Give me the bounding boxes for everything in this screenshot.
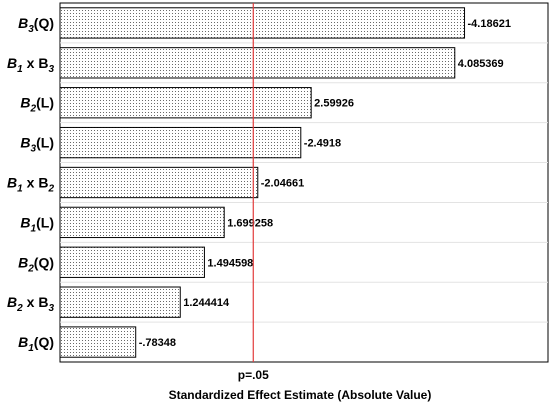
bar-value-label: 1.494598 [207,257,253,269]
bar [59,326,137,358]
bar-value-label: 4.085369 [458,58,504,70]
bar-value-label: -.78348 [139,337,176,349]
category-label: B1 x B3 [7,55,54,75]
bar-value-label: 1.244414 [183,297,230,309]
category-label: B2(Q) [18,254,54,274]
bar [59,87,312,119]
category-label: B2 x B3 [7,294,54,314]
x-axis-label: Standardized Effect Estimate (Absolute V… [169,388,432,402]
bar-value-label: -2.04661 [261,178,304,190]
category-label: B2(L) [20,95,54,115]
bar [59,286,181,318]
category-label: B1 x B2 [7,175,54,195]
bar-value-label: -2.4918 [304,138,341,150]
bar-value-label: 2.59926 [314,98,354,110]
category-label: B3(L) [20,135,54,155]
bar [59,206,225,239]
bar-value-label: 1.699258 [227,217,273,229]
bar [59,7,466,39]
category-label: B1(L) [20,214,54,234]
category-labels: B3(Q) B1 x B3 B2(L) B3(L) B1 x B2 B1(L) B2(Q) B… [7,15,54,354]
bar [59,166,259,199]
bar-value-label: -4.18621 [468,18,511,30]
bar [59,126,302,159]
gridlines [60,42,548,323]
bars-group: -4.18621 4.085369 2.59926 -2.4918 -2.04661 1.… [59,7,511,358]
bar [59,246,205,278]
significance-line-label: p=.05 [238,368,269,382]
bar [59,47,456,79]
category-label: B1(Q) [18,334,54,354]
category-label: B3(Q) [18,15,54,35]
